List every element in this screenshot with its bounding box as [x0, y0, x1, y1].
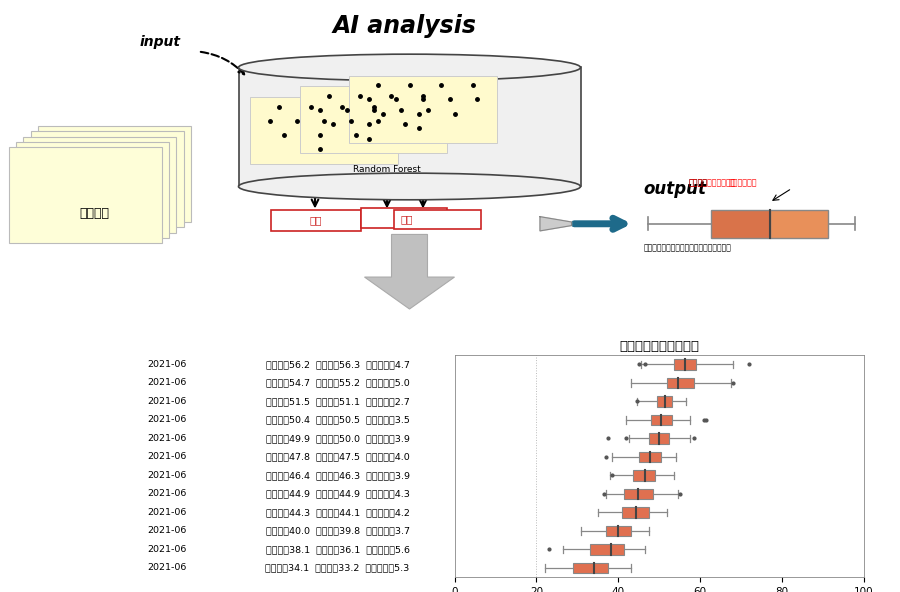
Bar: [649, 433, 670, 443]
Ellipse shape: [238, 54, 580, 81]
Text: 2021-06: 2021-06: [147, 471, 186, 480]
Bar: [625, 489, 653, 499]
Text: 中央値：40.0  平均値：39.8  標準偶差：3.7: 中央値：40.0 平均値：39.8 標準偶差：3.7: [266, 526, 410, 535]
FancyBboxPatch shape: [271, 210, 361, 230]
Text: 中央値：47.8  平均値：47.5  標準偶差：4.0: 中央値：47.8 平均値：47.5 標準偶差：4.0: [266, 452, 410, 461]
Text: Random Forest: Random Forest: [353, 165, 421, 174]
Text: output: output: [644, 179, 706, 198]
Bar: [633, 471, 655, 481]
Text: 2021-06: 2021-06: [147, 564, 186, 572]
Bar: [668, 378, 694, 388]
FancyBboxPatch shape: [9, 147, 162, 243]
Text: 2021-06: 2021-06: [147, 526, 186, 535]
Bar: [238, 67, 580, 186]
Bar: [590, 545, 625, 555]
Text: 中央値：50.4  平均値：50.5  標準偶差：3.5: 中央値：50.4 平均値：50.5 標準偶差：3.5: [266, 416, 410, 424]
FancyBboxPatch shape: [23, 137, 176, 233]
Text: 2021-06: 2021-06: [147, 545, 186, 554]
FancyBboxPatch shape: [16, 142, 169, 238]
Bar: [711, 210, 770, 238]
Text: 予測: 予測: [310, 215, 322, 225]
Text: 中央値：51.5  平均値：51.1  標準偶差：2.7: 中央値：51.5 平均値：51.1 標準偶差：2.7: [266, 397, 410, 406]
Bar: [639, 452, 662, 462]
Text: 2021-06: 2021-06: [147, 360, 186, 369]
Text: 中央値：54.7  平均値：55.2  標準偶差：5.0: 中央値：54.7 平均値：55.2 標準偶差：5.0: [266, 378, 410, 387]
Text: 中央値：44.3  平均値：44.1  標準偶差：4.2: 中央値：44.3 平均値：44.1 標準偶差：4.2: [266, 508, 410, 517]
Bar: [673, 359, 696, 369]
Text: 笥ひげグラフを用いた災害発生確率の分布: 笥ひげグラフを用いた災害発生確率の分布: [644, 243, 732, 252]
Text: 中央値＝: 中央値＝: [688, 178, 707, 188]
Text: 災害発生確率: 災害発生確率: [729, 178, 758, 188]
Title: 災害発生確率の分布図: 災害発生確率の分布図: [619, 340, 699, 353]
FancyBboxPatch shape: [349, 76, 497, 143]
Text: input: input: [140, 35, 181, 49]
Text: 予測: 予測: [400, 214, 413, 224]
Text: 2021-06: 2021-06: [147, 490, 186, 498]
Polygon shape: [364, 234, 454, 309]
FancyBboxPatch shape: [394, 210, 481, 230]
Text: 中央値：49.9  平均値：50.0  標準偶差：3.9: 中央値：49.9 平均値：50.0 標準偶差：3.9: [266, 434, 410, 443]
Text: 2021-06: 2021-06: [147, 452, 186, 461]
Bar: [573, 563, 608, 573]
Bar: [770, 210, 828, 238]
FancyBboxPatch shape: [361, 208, 447, 228]
Text: 中央値：46.4  平均値：46.3  標準偶差：3.9: 中央値：46.4 平均値：46.3 標準偶差：3.9: [266, 471, 410, 480]
Text: 2021-06: 2021-06: [147, 508, 186, 517]
Text: 2021-06: 2021-06: [147, 416, 186, 424]
Bar: [657, 397, 671, 407]
FancyBboxPatch shape: [38, 126, 191, 222]
Text: 中央値＝災害発生確率: 中央値＝災害発生確率: [688, 178, 736, 188]
FancyBboxPatch shape: [31, 131, 184, 227]
FancyBboxPatch shape: [250, 97, 398, 164]
Polygon shape: [540, 217, 572, 231]
Text: 中央値：56.2  平均値：56.3  標準偶差：4.7: 中央値：56.2 平均値：56.3 標準偶差：4.7: [266, 360, 410, 369]
Text: 2021-06: 2021-06: [147, 397, 186, 406]
Text: データ群: データ群: [79, 207, 110, 220]
Bar: [606, 526, 631, 536]
Bar: [623, 507, 649, 517]
FancyBboxPatch shape: [300, 86, 447, 153]
Text: 中央値：34.1  平均値：33.2  標準偶差：5.3: 中央値：34.1 平均値：33.2 標準偶差：5.3: [266, 564, 410, 572]
Text: 2021-06: 2021-06: [147, 434, 186, 443]
Text: 中央値：38.1  平均値：36.1  標準偶差：5.6: 中央値：38.1 平均値：36.1 標準偶差：5.6: [266, 545, 410, 554]
Bar: [651, 415, 671, 425]
Text: 2021-06: 2021-06: [147, 378, 186, 387]
Ellipse shape: [238, 173, 580, 200]
Text: AI analysis: AI analysis: [333, 14, 477, 38]
Text: 中央値：44.9  平均値：44.9  標準偶差：4.3: 中央値：44.9 平均値：44.9 標準偶差：4.3: [266, 490, 410, 498]
